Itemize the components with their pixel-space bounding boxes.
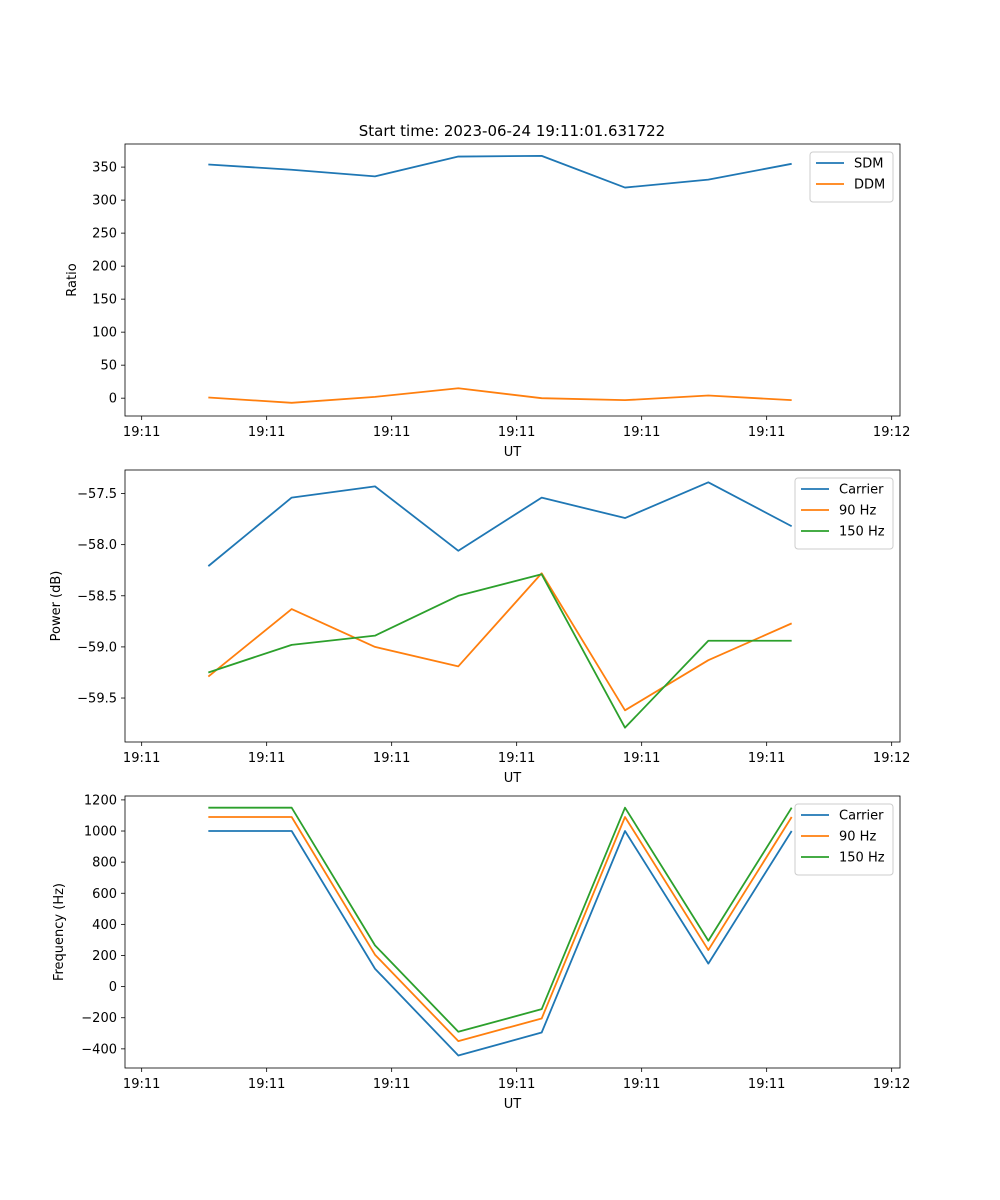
legend: Carrier 90 Hz 150 Hz	[794, 477, 894, 550]
x-tick-label: 19:11	[623, 1077, 660, 1092]
y-tick-label: −58.5	[77, 589, 117, 604]
x-tick-label: 19:11	[248, 1077, 285, 1092]
x-tick-label: 19:12	[873, 751, 910, 766]
y-axis-label: Ratio	[65, 263, 80, 296]
x-tick-label: 19:11	[248, 425, 285, 440]
legend: SDM DDM	[809, 151, 894, 203]
y-tick-label: 0	[109, 392, 117, 407]
y-tick-label: −57.5	[77, 487, 117, 502]
x-tick-label: 19:11	[123, 425, 160, 440]
series-line-ddm	[208, 387, 792, 404]
x-axis-label: UT	[504, 771, 522, 786]
x-tick-label: 19:11	[373, 751, 410, 766]
legend-frame	[809, 151, 894, 203]
plot-area	[124, 469, 901, 743]
x-axis-label: UT	[504, 445, 522, 460]
y-tick-label: 600	[92, 887, 117, 902]
y-tick-label: 100	[92, 326, 117, 341]
legend-label: 90 Hz	[839, 830, 876, 845]
y-tick-label: 1000	[84, 825, 117, 840]
legend-label: Carrier	[839, 809, 884, 824]
series-line-carrier	[208, 830, 793, 1057]
legend-label: DDM	[854, 178, 885, 193]
y-tick-label: −400	[81, 1042, 117, 1057]
legend-label: SDM	[854, 157, 883, 172]
series-line-carrier	[207, 481, 793, 567]
y-tick-label: 150	[92, 293, 117, 308]
y-tick-label: 800	[92, 856, 117, 871]
legend-label: 150 Hz	[839, 525, 885, 540]
plot-area	[124, 143, 901, 417]
x-tick-label: 19:11	[373, 1077, 410, 1092]
x-tick-label: 19:11	[373, 425, 410, 440]
legend-label: Carrier	[839, 483, 884, 498]
x-tick-label: 19:11	[123, 751, 160, 766]
series-line-150-hz	[208, 573, 792, 729]
y-tick-label: 250	[92, 227, 117, 242]
y-tick-label: −200	[81, 1011, 117, 1026]
y-tick-label: 400	[92, 918, 117, 933]
y-tick-label: 50	[100, 359, 117, 374]
plot-area	[124, 795, 901, 1069]
chart-panel-1: 19:11 19:11 19:11 19:11 19:11 19:11 19:12 0 50 10…	[65, 143, 910, 460]
y-tick-label: 0	[109, 980, 117, 995]
x-tick-label: 19:11	[248, 751, 285, 766]
x-tick-label: 19:11	[498, 1077, 535, 1092]
x-tick-label: 19:12	[873, 1077, 910, 1092]
y-tick-label: 300	[92, 194, 117, 209]
series-line-90-hz	[207, 572, 793, 712]
chart-panel-3: 19:11 19:11 19:11 19:11 19:11 19:11 19:12 1200 1…	[52, 793, 910, 1112]
x-axis-label: UT	[504, 1097, 522, 1112]
series-line-150-hz	[208, 806, 793, 1033]
y-tick-label: −58.0	[77, 538, 117, 553]
x-tick-label: 19:11	[748, 751, 785, 766]
series-line-sdm	[208, 154, 792, 189]
x-tick-label: 19:11	[748, 425, 785, 440]
x-tick-label: 19:12	[873, 425, 910, 440]
chart-panel-2: 19:11 19:11 19:11 19:11 19:11 19:11 19:12 −57.5…	[49, 469, 910, 786]
chart-title: Start time: 2023-06-24 19:11:01.631722	[359, 122, 665, 140]
y-tick-label: 350	[92, 161, 117, 176]
y-tick-label: 1200	[84, 793, 117, 808]
legend-label: 150 Hz	[839, 851, 885, 866]
x-tick-label: 19:11	[498, 425, 535, 440]
x-tick-label: 19:11	[623, 425, 660, 440]
x-tick-label: 19:11	[123, 1077, 160, 1092]
y-tick-label: −59.0	[77, 640, 117, 655]
x-tick-label: 19:11	[498, 751, 535, 766]
series-line-90-hz	[208, 816, 793, 1042]
x-tick-label: 19:11	[623, 751, 660, 766]
legend-label: 90 Hz	[839, 504, 876, 519]
x-tick-label: 19:11	[748, 1077, 785, 1092]
y-tick-label: 200	[92, 260, 117, 275]
y-axis-label: Frequency (Hz)	[52, 883, 67, 981]
y-axis-label: Power (dB)	[49, 571, 64, 642]
legend: Carrier 90 Hz 150 Hz	[794, 803, 894, 876]
y-tick-label: 200	[92, 949, 117, 964]
y-tick-label: −59.5	[77, 692, 117, 707]
